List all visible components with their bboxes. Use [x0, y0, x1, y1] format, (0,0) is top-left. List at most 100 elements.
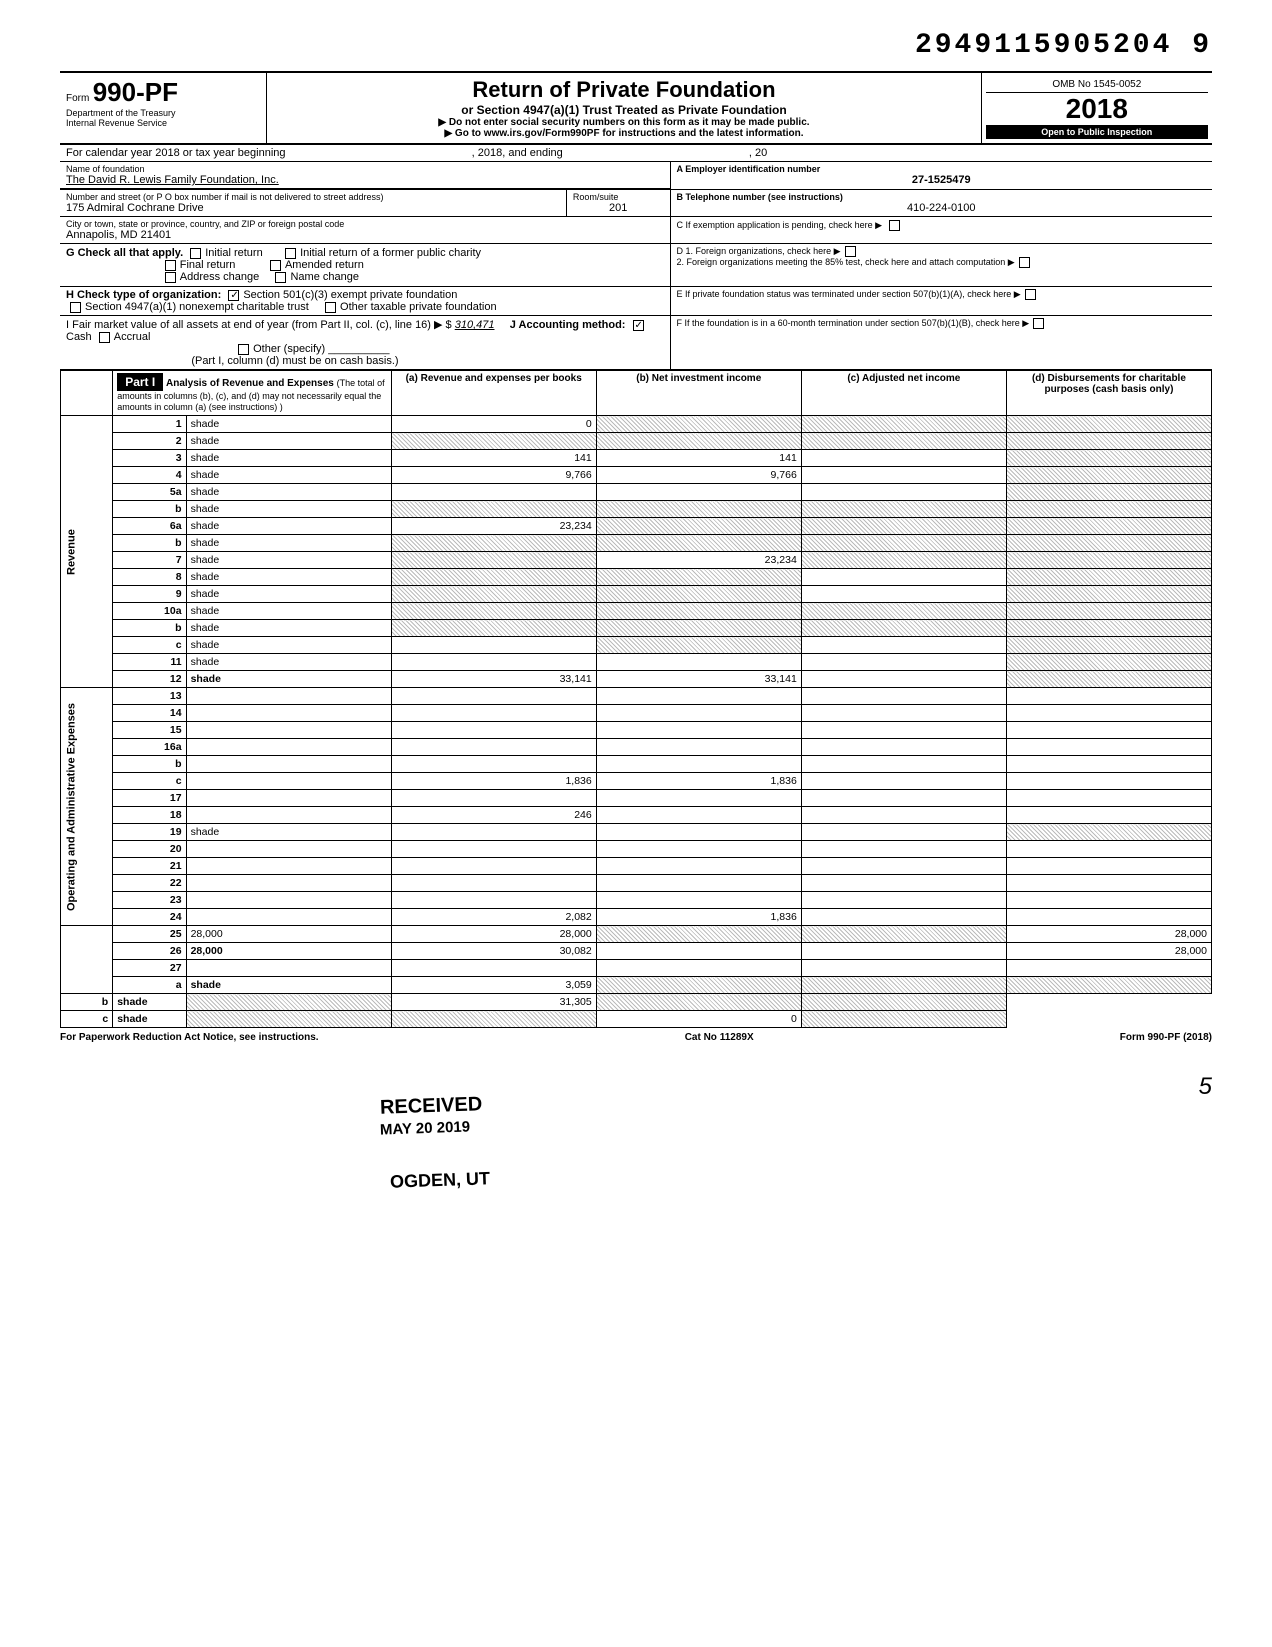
g-namechg: Name change — [290, 271, 359, 283]
g-final: Final return — [180, 259, 236, 271]
d2-checkbox[interactable] — [1019, 257, 1030, 268]
d1-label: D 1. Foreign organizations, check here — [677, 246, 832, 256]
tel-label: B Telephone number (see instructions) — [677, 192, 1206, 202]
g-addrchg: Address change — [180, 271, 260, 283]
cell-d — [1006, 654, 1211, 671]
cell-c — [801, 467, 1006, 484]
h-4947-checkbox[interactable] — [70, 302, 81, 313]
cell-c — [801, 654, 1006, 671]
row-num: b — [113, 501, 186, 518]
row-desc — [186, 960, 391, 977]
d1-checkbox[interactable] — [845, 246, 856, 257]
cell-d — [1006, 484, 1211, 501]
g-amended-checkbox[interactable] — [270, 260, 281, 271]
cell-d — [1006, 569, 1211, 586]
cell-c — [801, 586, 1006, 603]
cell-b — [596, 501, 801, 518]
cell-d — [1006, 620, 1211, 637]
j-other-checkbox[interactable] — [238, 344, 249, 355]
footer-left: For Paperwork Reduction Act Notice, see … — [60, 1032, 319, 1043]
f-checkbox[interactable] — [1033, 318, 1044, 329]
row-desc: shade — [186, 467, 391, 484]
row-num: 5a — [113, 484, 186, 501]
cell-b — [596, 688, 801, 705]
c-checkbox[interactable] — [889, 220, 900, 231]
j-accrual: Accrual — [114, 331, 151, 343]
cell-a — [391, 654, 596, 671]
dept-treasury: Department of the Treasury — [66, 108, 260, 118]
part1-table: Part I Analysis of Revenue and Expenses … — [60, 370, 1212, 1028]
tel-value: 410-224-0100 — [677, 202, 1206, 214]
cell-b — [596, 943, 801, 960]
e-checkbox[interactable] — [1025, 289, 1036, 300]
ogden-stamp: OGDEN, UT — [390, 1168, 491, 1192]
cell-d — [1006, 688, 1211, 705]
cell-a — [391, 875, 596, 892]
row-desc: shade — [186, 518, 391, 535]
row-num: 13 — [113, 688, 186, 705]
row-desc: shade — [186, 501, 391, 518]
omb-number: OMB No 1545-0052 — [986, 77, 1208, 93]
j-note: (Part I, column (d) must be on cash basi… — [191, 355, 398, 367]
row-desc: shade — [186, 620, 391, 637]
cell-a: 141 — [391, 450, 596, 467]
row-num: 9 — [113, 586, 186, 603]
row-desc: shade — [186, 977, 391, 994]
cell-c — [801, 535, 1006, 552]
cell-c — [801, 688, 1006, 705]
cell-c — [801, 450, 1006, 467]
j-accrual-checkbox[interactable] — [99, 332, 110, 343]
cell-a — [391, 892, 596, 909]
cell-a — [391, 722, 596, 739]
row-num: 7 — [113, 552, 186, 569]
form-prefix: Form — [66, 93, 89, 104]
cell-b — [596, 977, 801, 994]
cell-c — [801, 620, 1006, 637]
calyear-20: , 20 — [749, 147, 767, 159]
cell-c — [801, 807, 1006, 824]
cell-b — [596, 586, 801, 603]
cell-d — [1006, 756, 1211, 773]
cell-a — [391, 620, 596, 637]
cell-c — [801, 501, 1006, 518]
cell-b — [596, 892, 801, 909]
cell-b: 23,234 — [596, 552, 801, 569]
g-namechg-checkbox[interactable] — [275, 272, 286, 283]
cell-c — [801, 790, 1006, 807]
row-desc: shade — [186, 450, 391, 467]
cell-d — [1006, 858, 1211, 875]
g-former-checkbox[interactable] — [285, 248, 296, 259]
g-addrchg-checkbox[interactable] — [165, 272, 176, 283]
row-desc — [186, 773, 391, 790]
cell-d — [1006, 535, 1211, 552]
cell-d — [1006, 841, 1211, 858]
cell-a — [391, 535, 596, 552]
row-num: c — [61, 1011, 113, 1028]
row-desc: shade — [186, 671, 391, 688]
f-label: F If the foundation is in a 60-month ter… — [677, 318, 1020, 328]
j-cash-checkbox[interactable] — [633, 320, 644, 331]
cell-a — [391, 552, 596, 569]
cell-d — [1006, 467, 1211, 484]
cell-a: 2,082 — [391, 909, 596, 926]
street-address: 175 Admiral Cochrane Drive — [66, 202, 560, 214]
row-num: a — [113, 977, 186, 994]
cell-b — [596, 739, 801, 756]
cell-a: 1,836 — [391, 773, 596, 790]
page-number: 5 — [60, 1073, 1212, 1101]
cell-c — [801, 841, 1006, 858]
cell-d — [1006, 433, 1211, 450]
cell-d — [1006, 722, 1211, 739]
h-other-checkbox[interactable] — [325, 302, 336, 313]
col-c-header: (c) Adjusted net income — [801, 371, 1006, 416]
form-header: Form 990-PF Department of the Treasury I… — [60, 71, 1212, 145]
open-inspection: Open to Public Inspection — [986, 125, 1208, 139]
row-num: 6a — [113, 518, 186, 535]
g-final-checkbox[interactable] — [165, 260, 176, 271]
h-501c3-checkbox[interactable] — [228, 290, 239, 301]
g-initial-checkbox[interactable] — [190, 248, 201, 259]
cell-a — [391, 603, 596, 620]
cell-d — [1006, 501, 1211, 518]
instr-web: ▶ Go to www.irs.gov/Form990PF for instru… — [271, 128, 976, 139]
cell-d — [1006, 790, 1211, 807]
